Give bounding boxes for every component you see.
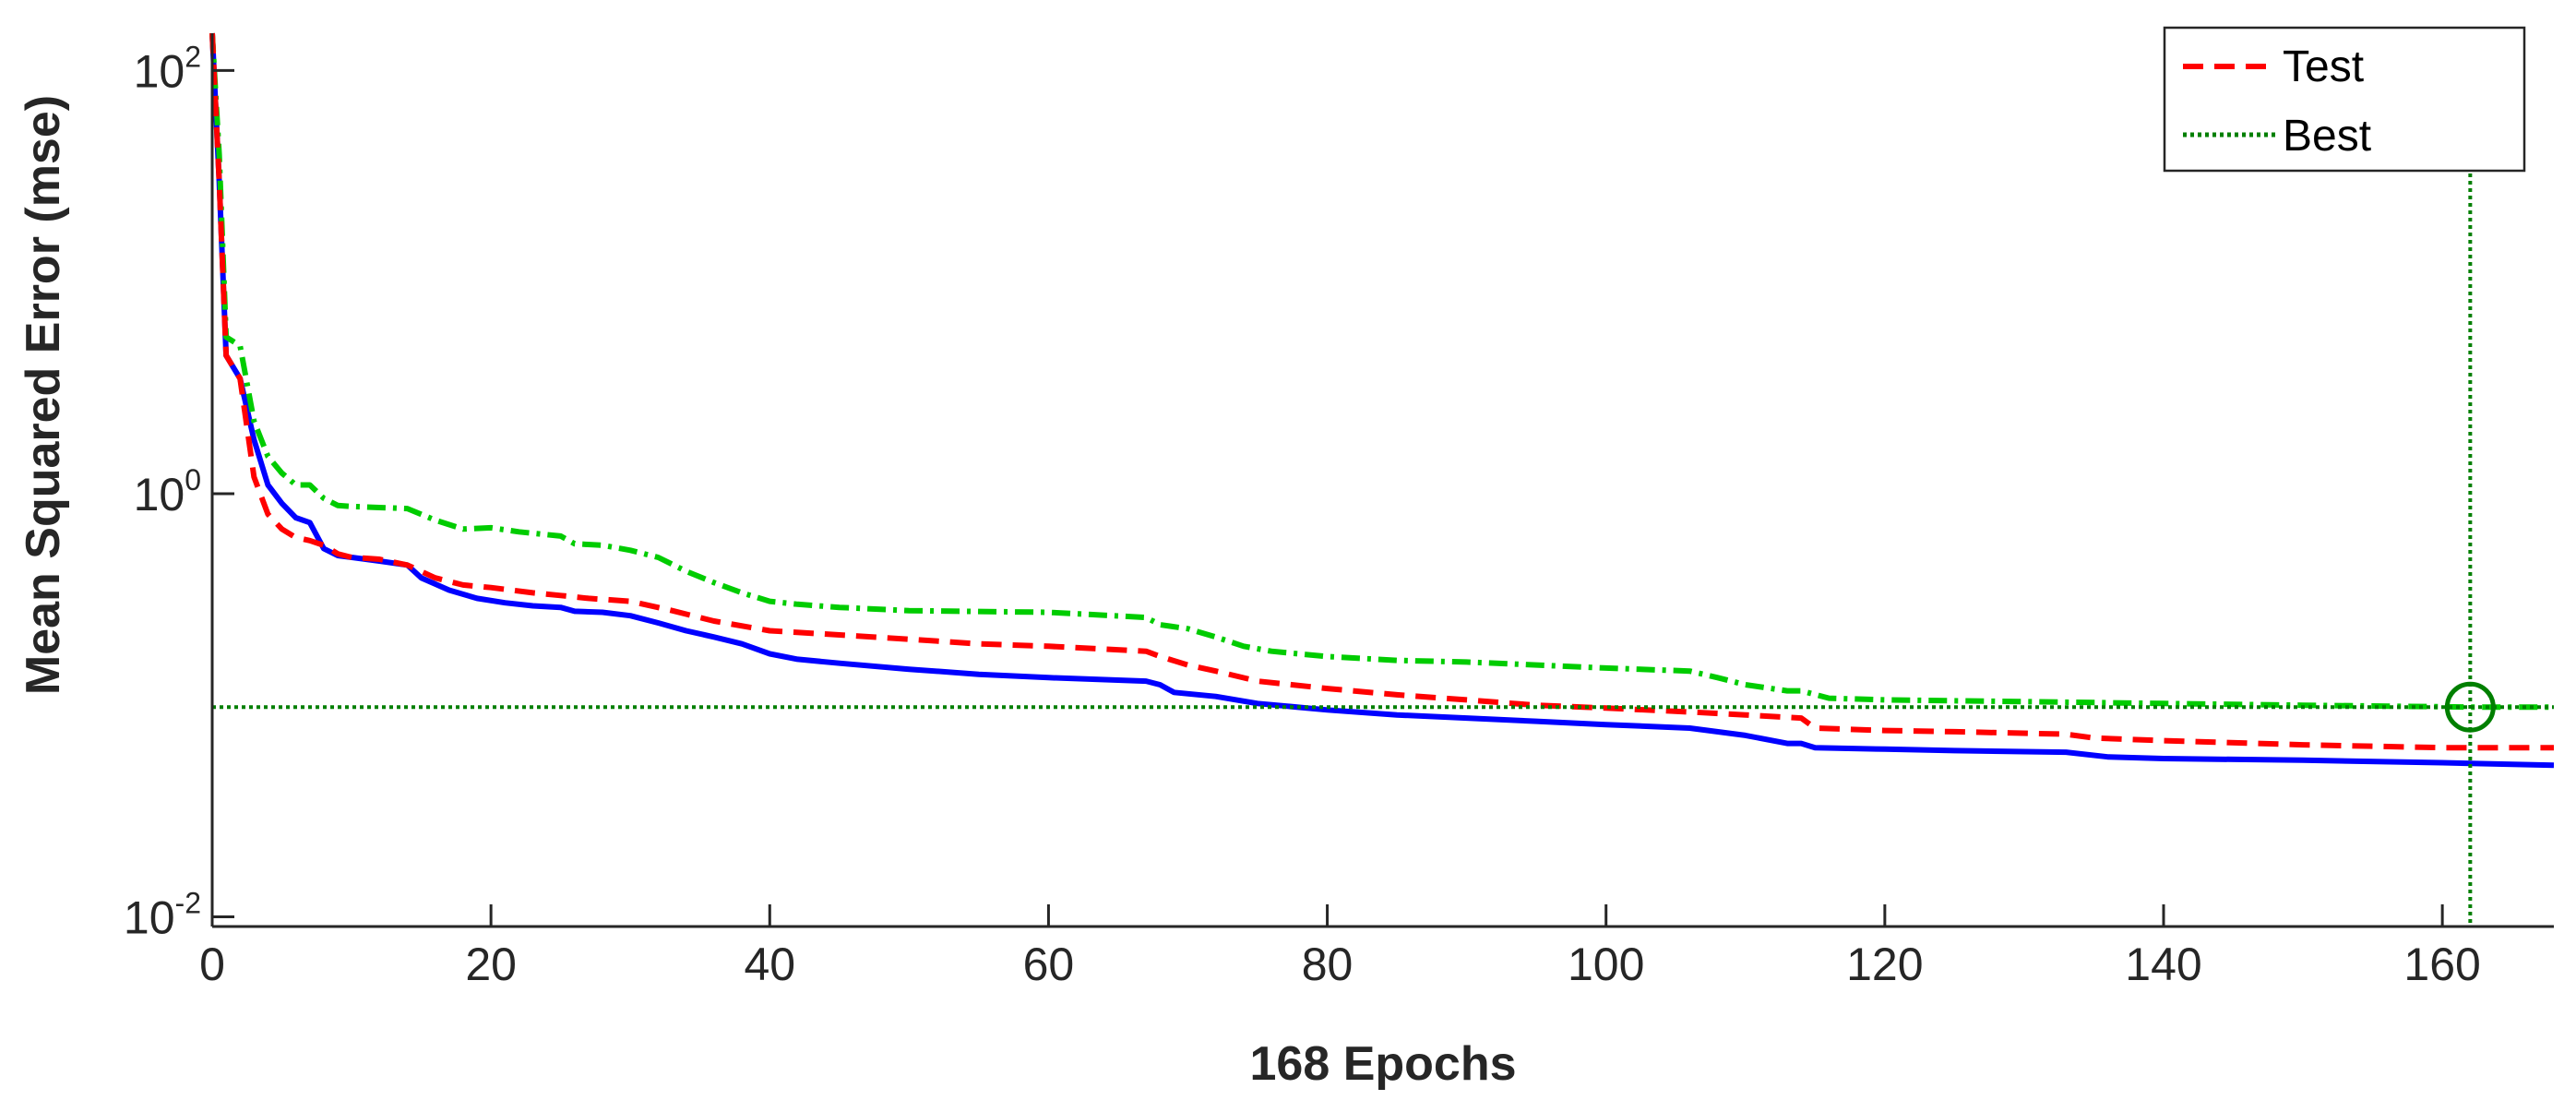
series-layer [209,32,2555,769]
x-ticks: 0 20 40 60 80 100 120 140 160 [199,904,2481,990]
x-tick-label: 20 [465,939,517,990]
legend: Test Best [2163,26,2526,173]
y-tick-label: 102 [134,40,201,97]
y-tick-label: 10-2 [124,887,201,944]
best-marker-layer [212,33,2554,927]
plot-background [212,33,2554,927]
x-tick-label: 160 [2403,939,2480,990]
series-line-train [209,32,2555,769]
series-line-validation [209,32,2554,711]
legend-box [2163,26,2526,173]
x-tick-label: 120 [1846,939,1923,990]
x-tick-label: 80 [1302,939,1354,990]
y-tick-label: 100 [134,463,201,520]
best-circle-marker [2444,681,2496,733]
x-axis-title: 168 Epochs [1249,1037,1516,1091]
series-line-test [209,32,2554,751]
y-ticks: 10-2 100 102 [124,40,234,944]
legend-best-label: Best [2283,112,2371,161]
y-axis-title: Mean Squared Error (mse) [17,95,70,695]
x-tick-label: 140 [2125,939,2201,990]
x-tick-label: 100 [1568,939,1644,990]
legend-test-label: Test [2283,42,2364,91]
x-tick-label: 40 [744,939,795,990]
x-tick-label: 60 [1023,939,1075,990]
x-tick-label: 0 [199,939,225,990]
